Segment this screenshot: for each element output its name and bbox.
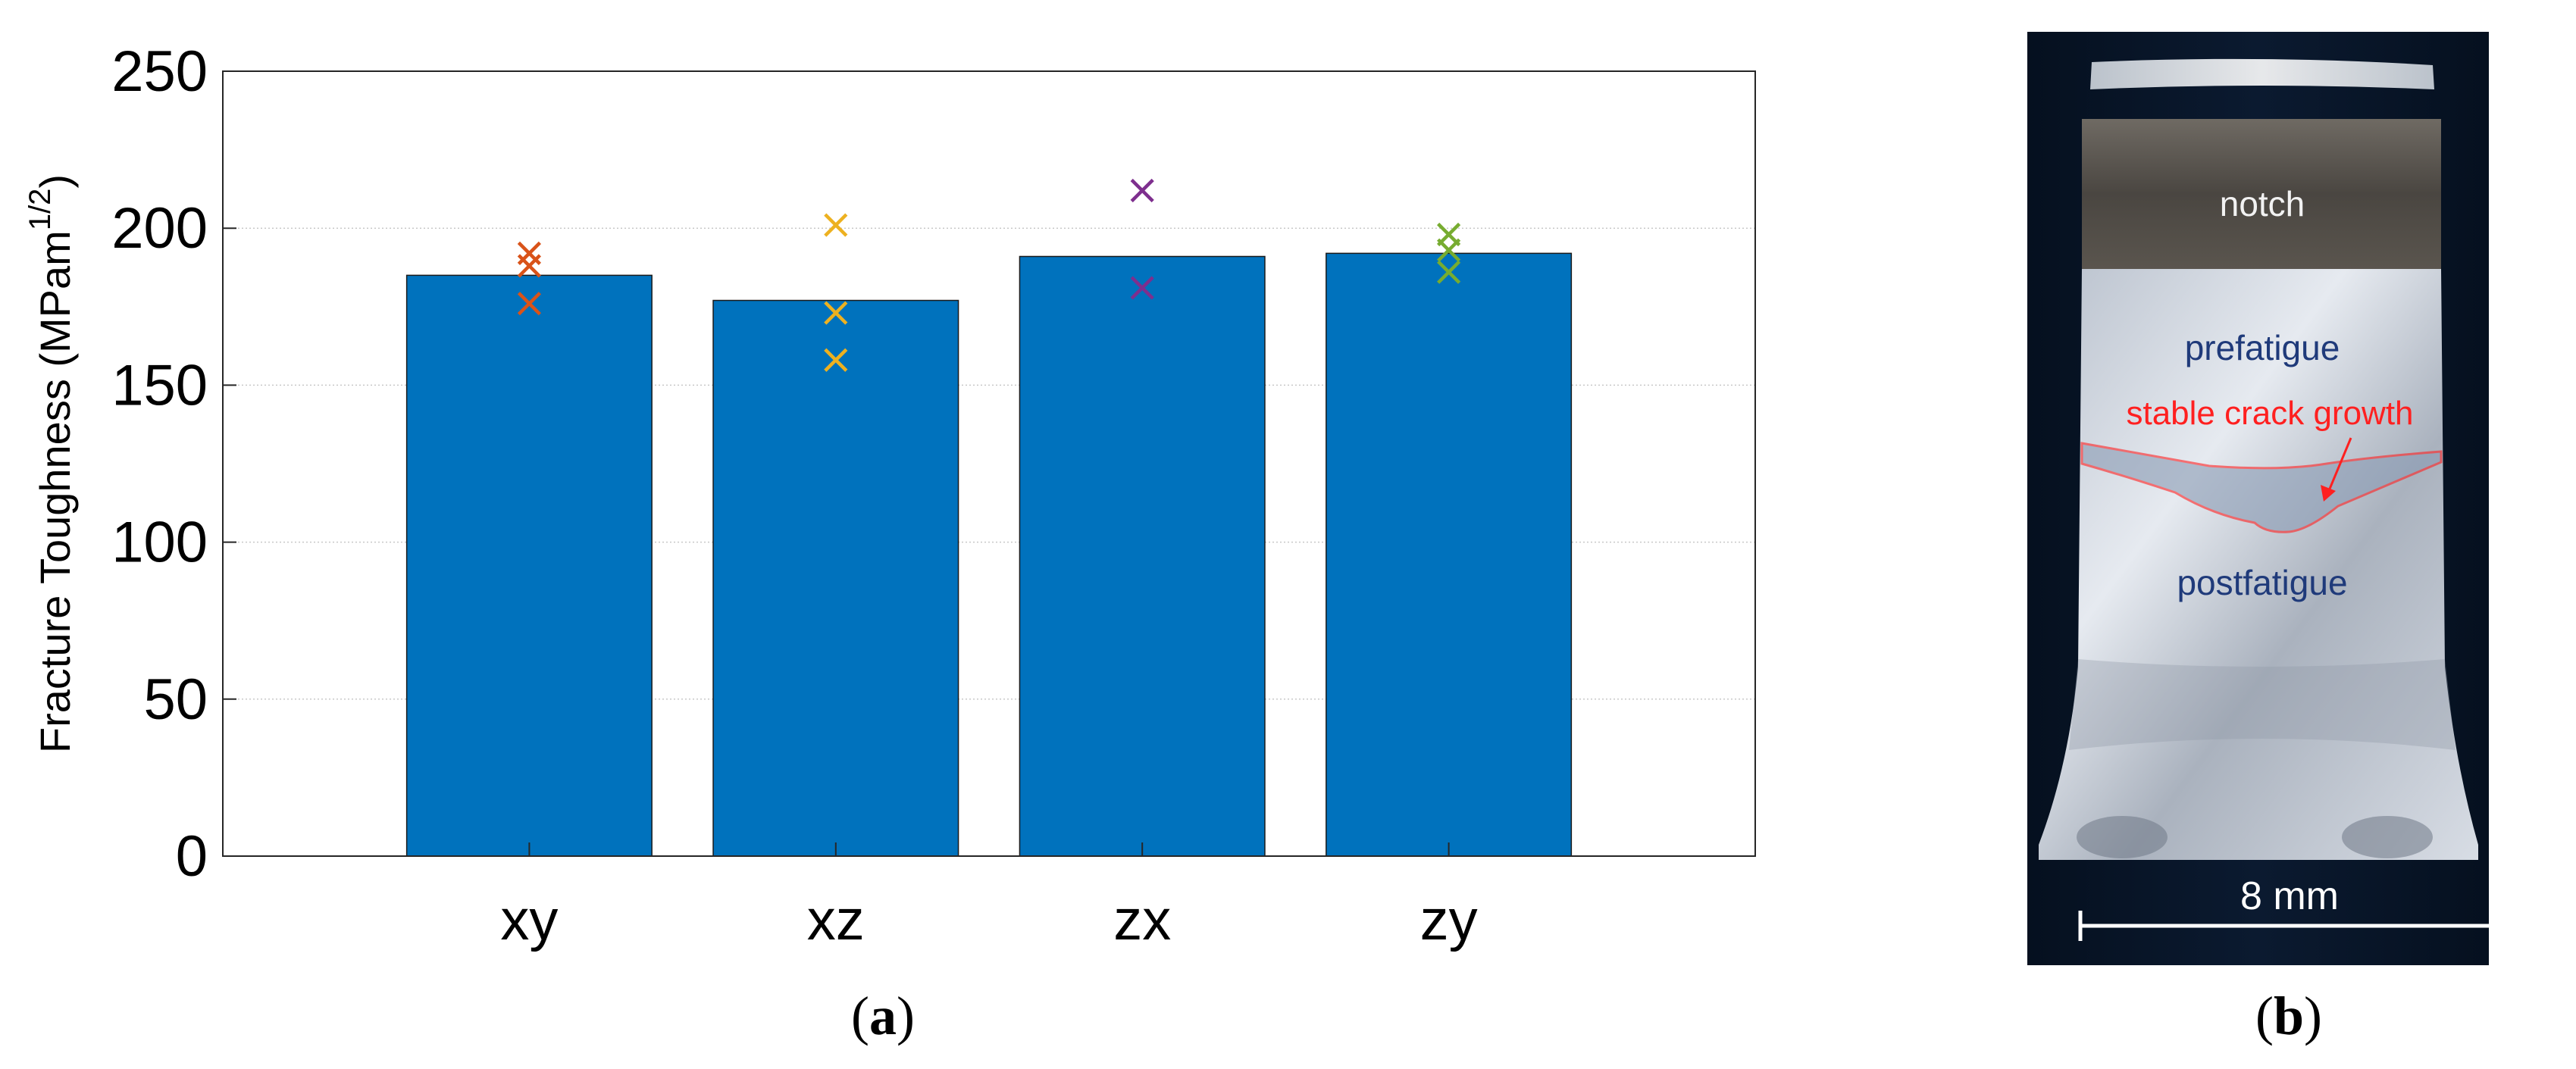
y-axis-ticks: 0 50 100 150 200 250 (111, 39, 236, 889)
label-prefatigue: prefatigue (2185, 328, 2340, 367)
label-stable-crack-growth: stable crack growth (2126, 395, 2413, 432)
y-tick-label: 50 (143, 667, 208, 732)
scale-bar-label: 8 mm (2240, 874, 2339, 918)
x-tick-label: xy (500, 888, 558, 952)
y-axis-label: Fracture Toughness (MPam1/2) (23, 174, 79, 753)
x-tick-label: zy (1420, 888, 1478, 952)
crack-arrow-head (2321, 485, 2336, 502)
point-marker-xy (517, 292, 541, 316)
point-marker-zy (1437, 260, 1461, 284)
y-tick-label: 250 (111, 39, 208, 104)
x-tick-label: zx (1113, 888, 1171, 952)
point-marker-zx (1130, 178, 1154, 203)
crack-growth-region (2080, 442, 2443, 533)
y-axis-label-sup: 1/2 (23, 189, 57, 231)
bar-xy (405, 274, 653, 857)
fracture-surface (2039, 269, 2478, 860)
bar-zx (1019, 255, 1266, 857)
crack-arrow (2327, 437, 2352, 493)
bars (405, 252, 1573, 857)
postfatigue-shading (2069, 659, 2455, 750)
y-tick-label: 200 (111, 196, 208, 261)
panel-a: 0 50 100 150 200 250 xy xz zx zy Fracture Toughn… (23, 39, 1756, 1046)
x-axis-ticks: xy xz zx zy (500, 842, 1478, 952)
y-axis-label-close: ) (31, 174, 79, 189)
point-marker-xy (517, 254, 541, 278)
notch-region (2082, 119, 2441, 269)
point-marker-zy (1437, 238, 1461, 262)
bottom-dimple-right (2342, 816, 2433, 858)
y-tick-label: 100 (111, 511, 208, 575)
bottom-dimple-left (2077, 816, 2168, 858)
point-marker-xz (824, 348, 848, 372)
x-tick-label: xz (807, 888, 865, 952)
caption-a: (a) (851, 986, 915, 1046)
bar-xz (712, 299, 959, 857)
label-notch: notch (2220, 184, 2305, 223)
caption-b: (b) (2255, 986, 2322, 1046)
y-axis-label-main: Fracture Toughness (MPam (31, 230, 79, 753)
panel-b: notch prefatigue stable crack growth pos… (2027, 32, 2502, 1046)
label-postfatigue: postfatigue (2177, 563, 2347, 602)
y-tick-label: 150 (111, 353, 208, 417)
y-tick-label: 0 (176, 824, 208, 889)
specimen-top-edge (2090, 58, 2434, 89)
individual-points (517, 178, 1461, 372)
plot-frame (222, 70, 1756, 857)
point-marker-zx (1130, 276, 1154, 300)
point-marker-xz (824, 213, 848, 237)
bar-zy (1326, 252, 1573, 857)
point-marker-xz (824, 301, 848, 325)
